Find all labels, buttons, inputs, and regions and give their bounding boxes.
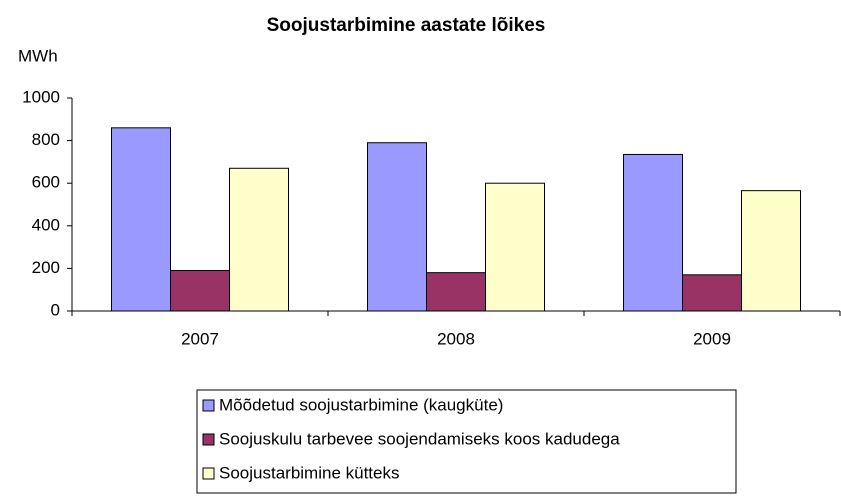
bar: [367, 142, 427, 312]
x-tick-label: 2008: [437, 329, 475, 348]
bar: [111, 127, 171, 312]
bar: [229, 167, 289, 312]
y-tick-label: 400: [32, 215, 60, 234]
legend-label: Soojuskulu tarbevee soojendamiseks koos …: [219, 429, 620, 448]
bar: [426, 272, 486, 312]
legend-swatch: [202, 467, 215, 480]
bar: [623, 153, 683, 312]
bar: [485, 182, 545, 312]
y-tick-label: 600: [32, 173, 60, 192]
x-tick-label: 2007: [181, 329, 219, 348]
chart-title: Soojustarbimine aastate lõikes: [267, 15, 546, 36]
y-tick-label: 1000: [22, 87, 60, 106]
bar: [170, 270, 230, 312]
y-tick-label: 200: [32, 258, 60, 277]
legend-label: Soojustarbimine kütteks: [219, 463, 399, 482]
legend-box: [196, 389, 737, 494]
y-tick-label: 800: [32, 130, 60, 149]
y-axis-label: MWh: [18, 46, 58, 65]
y-tick-label: 0: [51, 300, 60, 319]
bar: [682, 274, 742, 312]
bar: [741, 190, 801, 312]
legend-swatch: [202, 399, 215, 412]
legend-swatch: [202, 433, 215, 446]
x-tick-label: 2009: [693, 329, 731, 348]
legend-label: Mõõdetud soojustarbimine (kaugküte): [219, 395, 503, 414]
